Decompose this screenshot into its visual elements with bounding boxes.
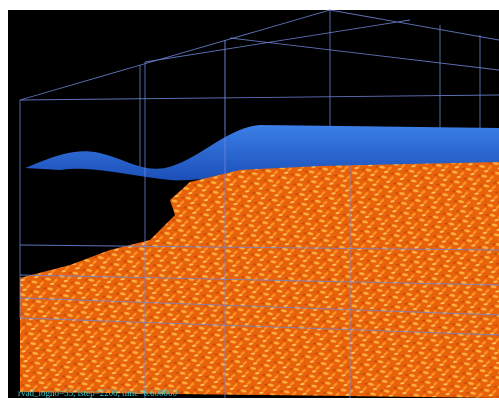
render-view: rvad_logno=55, istep=2200, time=6.600000 <box>0 0 499 402</box>
page: rvad_logno=55, istep=2200, time=6.600000… <box>0 0 499 402</box>
status-caption: rvad_logno=55, istep=2200, time=6.600000 <box>18 388 177 398</box>
